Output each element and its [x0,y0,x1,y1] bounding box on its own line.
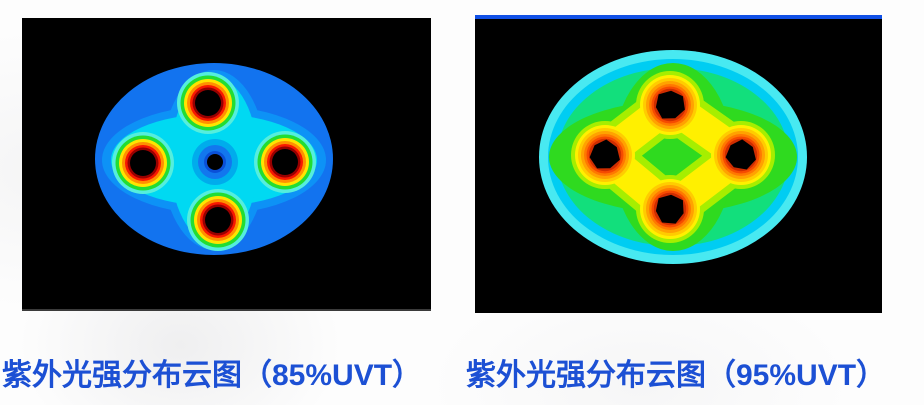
caption-95uvt: 紫外光强分布云图（95%UVT） [466,359,887,392]
caption-85uvt: 紫外光强分布云图（85%UVT） [2,359,423,392]
uv-plot-95-frame [475,15,882,313]
uv-contour-plot-95uvt [475,15,882,313]
uv-plot-85-frame [22,18,431,311]
uv-contour-plot-85uvt [22,18,431,309]
